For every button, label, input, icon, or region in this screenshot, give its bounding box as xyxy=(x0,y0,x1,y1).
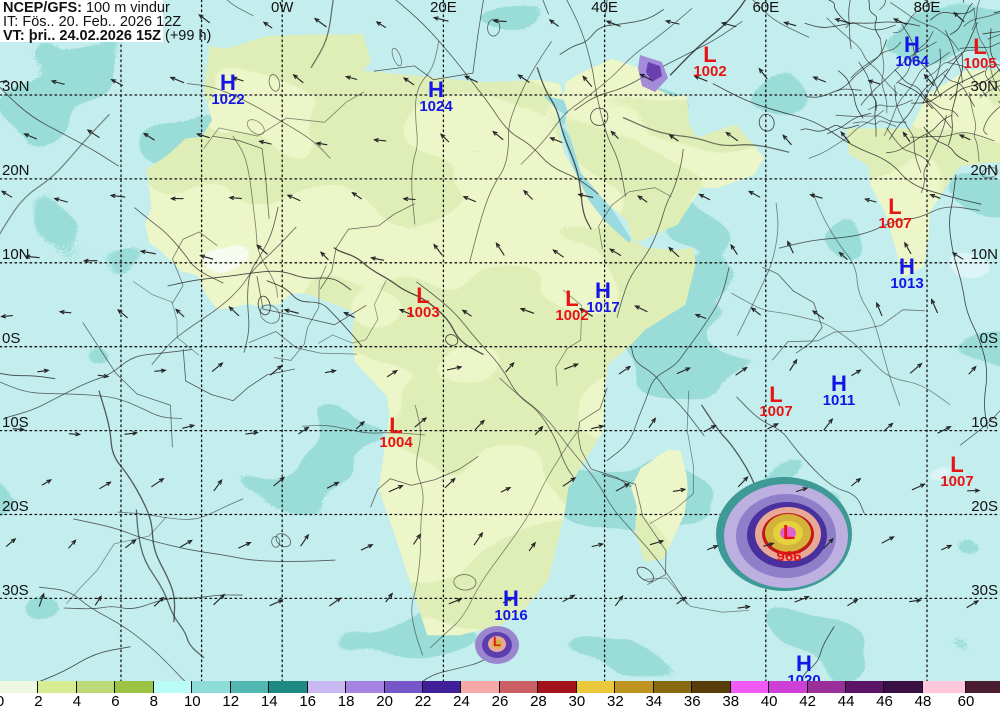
svg-text:0S: 0S xyxy=(980,330,998,347)
svg-text:30S: 30S xyxy=(971,582,998,599)
svg-text:1022: 1022 xyxy=(211,91,244,108)
svg-text:10N: 10N xyxy=(970,246,998,263)
svg-text:10N: 10N xyxy=(2,246,30,263)
svg-text:L: L xyxy=(493,634,501,649)
svg-text:20S: 20S xyxy=(2,498,29,515)
svg-text:1016: 1016 xyxy=(494,607,527,624)
svg-text:20N: 20N xyxy=(2,162,30,179)
svg-text:1011: 1011 xyxy=(823,392,856,409)
svg-text:1007: 1007 xyxy=(940,473,973,490)
svg-text:40E: 40E xyxy=(591,0,618,16)
svg-text:20E: 20E xyxy=(430,0,457,16)
svg-text:0W: 0W xyxy=(271,0,294,16)
svg-text:1064: 1064 xyxy=(895,53,929,70)
svg-text:1013: 1013 xyxy=(890,275,923,292)
svg-text:20S: 20S xyxy=(971,498,998,515)
svg-text:1004: 1004 xyxy=(379,434,413,451)
svg-text:1007: 1007 xyxy=(878,215,911,232)
svg-text:1024: 1024 xyxy=(419,98,453,115)
svg-text:966: 966 xyxy=(776,548,801,565)
svg-text:10S: 10S xyxy=(971,414,998,431)
svg-text:80E: 80E xyxy=(914,0,941,16)
svg-text:1017: 1017 xyxy=(586,299,619,316)
svg-text:1002: 1002 xyxy=(693,63,726,80)
svg-text:0S: 0S xyxy=(2,330,20,347)
svg-text:30S: 30S xyxy=(2,582,29,599)
svg-text:1005: 1005 xyxy=(963,55,996,72)
svg-text:L: L xyxy=(783,522,795,544)
svg-text:60E: 60E xyxy=(752,0,779,16)
svg-text:1003: 1003 xyxy=(406,304,439,321)
svg-text:1007: 1007 xyxy=(759,403,792,420)
svg-text:1002: 1002 xyxy=(555,307,588,324)
